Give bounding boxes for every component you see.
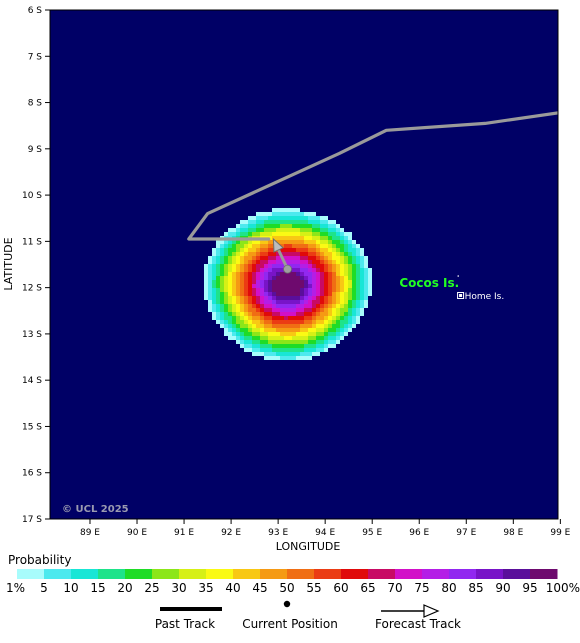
legend-scale-label: 40: [225, 581, 240, 595]
legend-scale-label: 90: [495, 581, 510, 595]
probability-field: [204, 208, 372, 360]
lat-tick-label: 17 S: [22, 515, 42, 525]
copyright-text: © UCL 2025: [62, 504, 129, 515]
past-track-line: [187, 111, 558, 241]
longitude-axis: 89 E 90 E 91 E 92 E 93 E 94 E 95 E 96 E 97 E 98 E…: [80, 519, 571, 538]
legend-scale-label: 55: [306, 581, 321, 595]
lon-tick-label: 99 E: [550, 528, 570, 538]
lat-tick-label: 13 S: [22, 330, 42, 340]
legend-title: Probability: [8, 553, 71, 567]
plot-frame: [49, 9, 559, 520]
legend-swatch: [449, 569, 477, 579]
lon-tick-label: 92 E: [221, 528, 241, 538]
past-track-key-label: Past Track: [155, 617, 215, 631]
current-position-key-dot: [283, 600, 291, 608]
lat-tick-label: 10 S: [22, 191, 42, 201]
legend-swatch: [71, 569, 99, 579]
map-plot: Cocos Is. Home Is. © UCL 2025: [49, 9, 559, 520]
legend-swatch: [260, 569, 288, 579]
cocos-islands-label: Cocos Is.: [399, 276, 459, 290]
legend-swatch: [530, 569, 558, 579]
legend-swatch: [314, 569, 342, 579]
legend-swatch: [503, 569, 531, 579]
legend-scale-label: 15: [90, 581, 105, 595]
legend-scale-label: 85: [468, 581, 483, 595]
lat-tick-label: 15 S: [22, 422, 42, 432]
home-island-marker-icon: [457, 292, 465, 300]
lat-tick-label: 16 S: [22, 469, 42, 479]
legend-scale-label: 80: [441, 581, 456, 595]
current-position-key-label: Current Position: [242, 617, 338, 631]
legend-scale-label: 100%: [546, 581, 580, 595]
y-axis-label: LATITUDE: [2, 237, 15, 290]
legend-swatch: [152, 569, 180, 579]
legend-scale-label: 5: [40, 581, 48, 595]
lat-tick-label: 14 S: [22, 376, 42, 386]
legend-swatch: [98, 569, 126, 579]
legend-color-scale: [17, 569, 558, 579]
lon-tick-label: 91 E: [174, 528, 194, 538]
forecast-track-key-arrow: [381, 604, 440, 618]
legend-swatch: [368, 569, 396, 579]
forecast-arrow-head: [272, 237, 284, 253]
lon-tick-label: 93 E: [268, 528, 288, 538]
probability-contour: [272, 272, 304, 296]
legend-scale-label: 60: [333, 581, 348, 595]
legend-swatch: [422, 569, 450, 579]
legend-swatch: [44, 569, 72, 579]
island-dot: [457, 275, 460, 277]
lon-tick-label: 90 E: [127, 528, 147, 538]
legend-scale-label: 10: [63, 581, 78, 595]
legend-swatch: [179, 569, 207, 579]
lon-tick-label: 95 E: [362, 528, 382, 538]
legend-swatch: [17, 569, 45, 579]
lon-tick-label: 96 E: [409, 528, 429, 538]
legend: Probability 1% 5 10 15 20 25 30 35 40 45 50 55 60 65 7…: [6, 553, 580, 631]
legend-scale-label: 50: [279, 581, 294, 595]
legend-swatch: [125, 569, 153, 579]
legend-scale-label: 70: [387, 581, 402, 595]
legend-swatch: [287, 569, 315, 579]
latitude-axis: 6 S 7 S 8 S 9 S 10 S 11 S 12 S 13 S 14 S 15 S 16 S…: [22, 6, 50, 525]
track-layer: [187, 111, 558, 274]
legend-scale-label: 35: [198, 581, 213, 595]
home-island-label: Home Is.: [465, 292, 505, 302]
lat-tick-label: 9 S: [28, 145, 43, 155]
legend-scale-label: 95: [522, 581, 537, 595]
lat-tick-label: 11 S: [22, 237, 42, 247]
island-labels: Cocos Is. Home Is.: [399, 275, 504, 302]
legend-swatch: [476, 569, 504, 579]
lon-tick-label: 94 E: [315, 528, 335, 538]
legend-scale-labels: 1% 5 10 15 20 25 30 35 40 45 50 55 60 65 70 75 80 85 90 95 1…: [6, 581, 580, 595]
legend-swatch: [206, 569, 234, 579]
lat-tick-label: 8 S: [28, 99, 43, 109]
lat-tick-label: 6 S: [28, 6, 43, 16]
legend-scale-label: 75: [414, 581, 429, 595]
legend-scale-label: 65: [360, 581, 375, 595]
lon-tick-label: 97 E: [456, 528, 476, 538]
current-position-marker: [283, 264, 292, 274]
legend-scale-label: 30: [171, 581, 186, 595]
legend-scale-label: 25: [144, 581, 159, 595]
lon-tick-label: 98 E: [503, 528, 523, 538]
legend-scale-label: 20: [117, 581, 132, 595]
lat-tick-label: 7 S: [28, 52, 43, 62]
home-island-marker-inner: [459, 294, 463, 298]
legend-swatch: [395, 569, 423, 579]
lat-tick-label: 12 S: [22, 284, 42, 294]
legend-swatch: [233, 569, 261, 579]
forecast-track-key-label: Forecast Track: [375, 617, 461, 631]
legend-swatch: [341, 569, 369, 579]
legend-scale-label: 1%: [6, 581, 25, 595]
legend-scale-label: 45: [252, 581, 267, 595]
lon-tick-label: 89 E: [80, 528, 100, 538]
x-axis-label: LONGITUDE: [276, 540, 341, 553]
